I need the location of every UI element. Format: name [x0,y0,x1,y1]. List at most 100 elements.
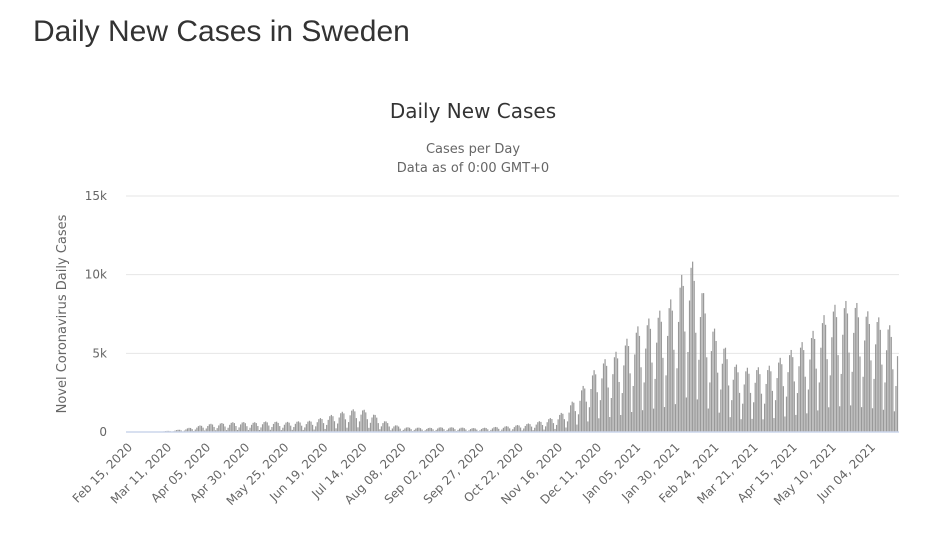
bar[interactable] [756,370,758,432]
bar[interactable] [649,328,652,432]
bar[interactable] [701,293,703,432]
bar[interactable] [529,424,531,432]
bar[interactable] [230,422,232,432]
bar[interactable] [307,421,309,432]
bar[interactable] [832,311,835,432]
bar[interactable] [593,370,595,432]
bar[interactable] [598,418,600,432]
bar[interactable] [286,421,289,432]
bar[interactable] [890,336,892,432]
bar[interactable] [601,378,603,432]
bar[interactable] [459,428,461,432]
bar[interactable] [179,429,181,432]
bar[interactable] [871,408,874,432]
bar[interactable] [427,428,429,432]
bar[interactable] [552,423,555,432]
bar[interactable] [335,428,337,432]
bar[interactable] [426,428,428,432]
bar[interactable] [322,423,325,432]
bar[interactable] [853,332,855,432]
bar[interactable] [685,397,687,432]
bar[interactable] [452,427,454,432]
bar[interactable] [715,340,717,432]
bar[interactable] [651,362,653,432]
bar[interactable] [795,414,797,432]
bar[interactable] [349,415,351,432]
bar[interactable] [388,426,390,432]
bar[interactable] [757,367,759,432]
bar[interactable] [881,364,883,432]
bar[interactable] [258,429,261,432]
bar[interactable] [870,360,872,432]
bar[interactable] [227,427,229,432]
bar[interactable] [696,399,698,432]
bar[interactable] [635,332,637,432]
bar[interactable] [224,426,226,432]
bar[interactable] [846,313,849,432]
bar[interactable] [763,403,766,432]
bar[interactable] [513,427,515,432]
bar[interactable] [204,430,206,432]
bar[interactable] [516,425,519,432]
bar[interactable] [698,359,700,432]
bar[interactable] [505,426,508,432]
bar[interactable] [717,372,719,432]
bar[interactable] [393,426,395,432]
bar[interactable] [266,422,268,432]
bar[interactable] [624,345,626,432]
bar[interactable] [326,424,328,432]
bar[interactable] [399,428,401,432]
bar[interactable] [878,317,880,432]
bar[interactable] [584,388,586,432]
bar[interactable] [885,350,888,432]
bar[interactable] [530,426,533,432]
bar[interactable] [668,308,670,432]
bar[interactable] [875,344,877,432]
bar[interactable] [613,357,616,432]
bar[interactable] [801,342,803,432]
bar[interactable] [329,416,331,432]
bar[interactable] [446,429,448,432]
bar[interactable] [790,349,792,432]
bar[interactable] [731,400,733,432]
bar[interactable] [737,372,739,432]
bar[interactable] [449,427,451,432]
bar[interactable] [391,428,393,432]
bar[interactable] [249,427,251,432]
bar[interactable] [804,376,806,432]
bar[interactable] [438,427,440,432]
bar[interactable] [263,422,265,432]
bar[interactable] [762,419,764,432]
bar[interactable] [471,428,473,432]
bar[interactable] [387,423,389,432]
bar[interactable] [895,385,897,432]
bar[interactable] [815,368,817,432]
bar[interactable] [507,426,509,432]
bar[interactable] [402,429,404,432]
bar[interactable] [252,422,254,432]
bar[interactable] [660,321,662,432]
bar[interactable] [243,422,245,432]
bar[interactable] [247,430,250,432]
bar[interactable] [290,425,292,432]
bar[interactable] [299,422,301,432]
bar[interactable] [333,421,336,432]
bar[interactable] [280,430,282,432]
bar[interactable] [330,414,332,432]
bar[interactable] [443,429,445,432]
bar[interactable] [288,422,290,432]
bar[interactable] [324,428,326,432]
bar[interactable] [441,427,444,432]
bar[interactable] [474,428,476,432]
bar[interactable] [236,429,239,432]
bar[interactable] [607,387,609,433]
bar[interactable] [276,421,278,432]
bar[interactable] [257,426,259,432]
bar[interactable] [609,417,611,432]
bar[interactable] [191,429,193,432]
bar[interactable] [612,374,614,432]
bar[interactable] [232,422,234,432]
bar[interactable] [405,427,408,432]
bar[interactable] [667,335,669,432]
bar[interactable] [793,381,795,432]
